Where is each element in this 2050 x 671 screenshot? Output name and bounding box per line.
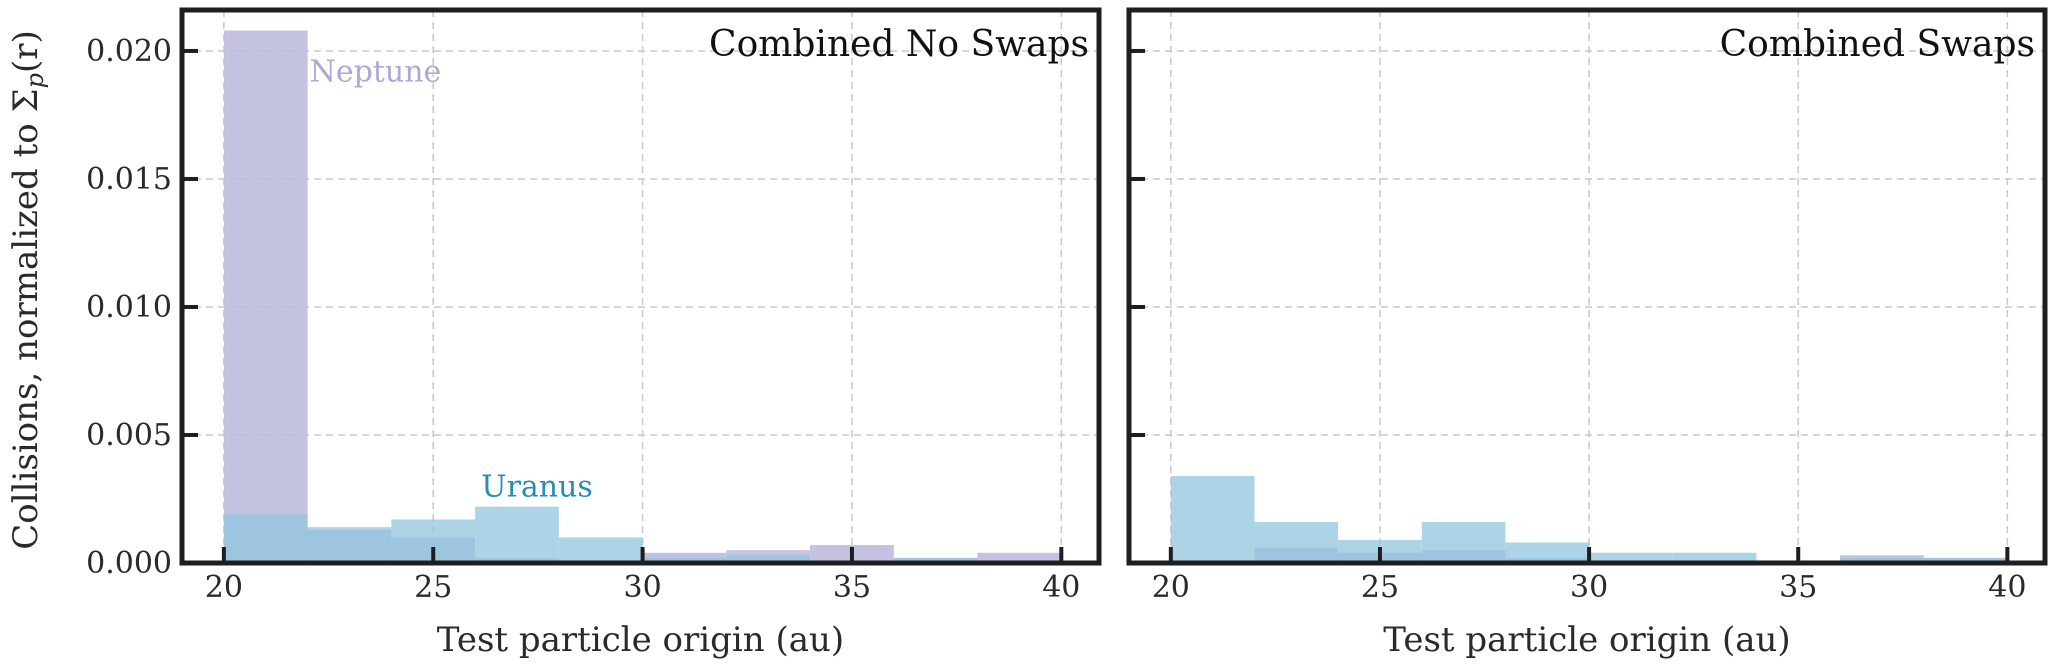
bar-uranus-bin-8 — [893, 557, 978, 563]
x-tick-label: 40 — [1042, 570, 1080, 605]
bar-uranus-bin-6 — [1672, 552, 1757, 563]
bar-uranus-bin-1 — [1254, 522, 1339, 563]
annotation-uranus: Uranus — [481, 469, 593, 504]
bar-uranus-bin-5 — [642, 557, 727, 563]
bar-uranus-bin-5 — [1589, 552, 1673, 563]
bar-uranus-bin-4 — [1505, 542, 1590, 563]
x-axis-title: Test particle origin (au) — [1383, 620, 1790, 660]
bar-uranus-bin-9 — [1923, 557, 2008, 563]
panel-swaps: 20 25 30 35 40 Combined Swaps Test particle or… — [1126, 7, 2048, 660]
y-tick-label: 0.000 — [86, 546, 172, 581]
x-tick-label: 30 — [623, 570, 661, 605]
bar-uranus-bin-1 — [307, 527, 392, 563]
bar-uranus-bin-3 — [475, 506, 559, 563]
x-tick-label: 25 — [1361, 570, 1399, 605]
y-tick-label: 0.005 — [86, 418, 172, 453]
bar-neptune-bin-9 — [977, 552, 1062, 563]
x-tick-label: 35 — [833, 570, 871, 605]
y-tick-label: 0.020 — [86, 34, 172, 69]
bar-uranus-bin-4 — [558, 537, 643, 563]
bar-neptune-bin-0 — [223, 30, 308, 563]
x-tick-label: 20 — [1152, 570, 1190, 605]
panel-title: Combined Swaps — [1720, 24, 2035, 65]
plot-frame — [1126, 7, 2048, 566]
y-axis-title-main: Collisions, normalized to Σ — [6, 88, 46, 549]
y-axis-title: Collisions, normalized to Σp(r) — [6, 30, 49, 550]
x-tick-label: 25 — [414, 570, 452, 605]
y-axis-title-tail: (r) — [6, 30, 46, 73]
x-tick-label: 35 — [1779, 570, 1817, 605]
y-axis-title-subscript: p — [21, 73, 49, 88]
panel-title: Combined No Swaps — [709, 24, 1089, 65]
y-tick-label: 0.015 — [86, 162, 172, 197]
x-tick-label: 40 — [1988, 570, 2026, 605]
y-tick-label: 0.010 — [86, 290, 172, 325]
bar-uranus-bin-6 — [726, 555, 811, 563]
bar-uranus-bin-0 — [1170, 475, 1255, 563]
annotation-neptune: Neptune — [310, 55, 442, 90]
x-tick-label: 30 — [1570, 570, 1608, 605]
x-tick-label: 20 — [205, 570, 243, 605]
panel-no-swaps: 20 25 30 35 40 0.000 0.005 0.010 0.015 0.020 Combi… — [86, 7, 1102, 660]
bar-uranus-bin-8 — [1840, 557, 1924, 563]
plot-frame — [179, 7, 1102, 566]
x-axis-title: Test particle origin (au) — [437, 620, 844, 660]
bar-uranus-bin-3 — [1421, 522, 1506, 563]
bar-uranus-bin-0 — [223, 514, 308, 563]
